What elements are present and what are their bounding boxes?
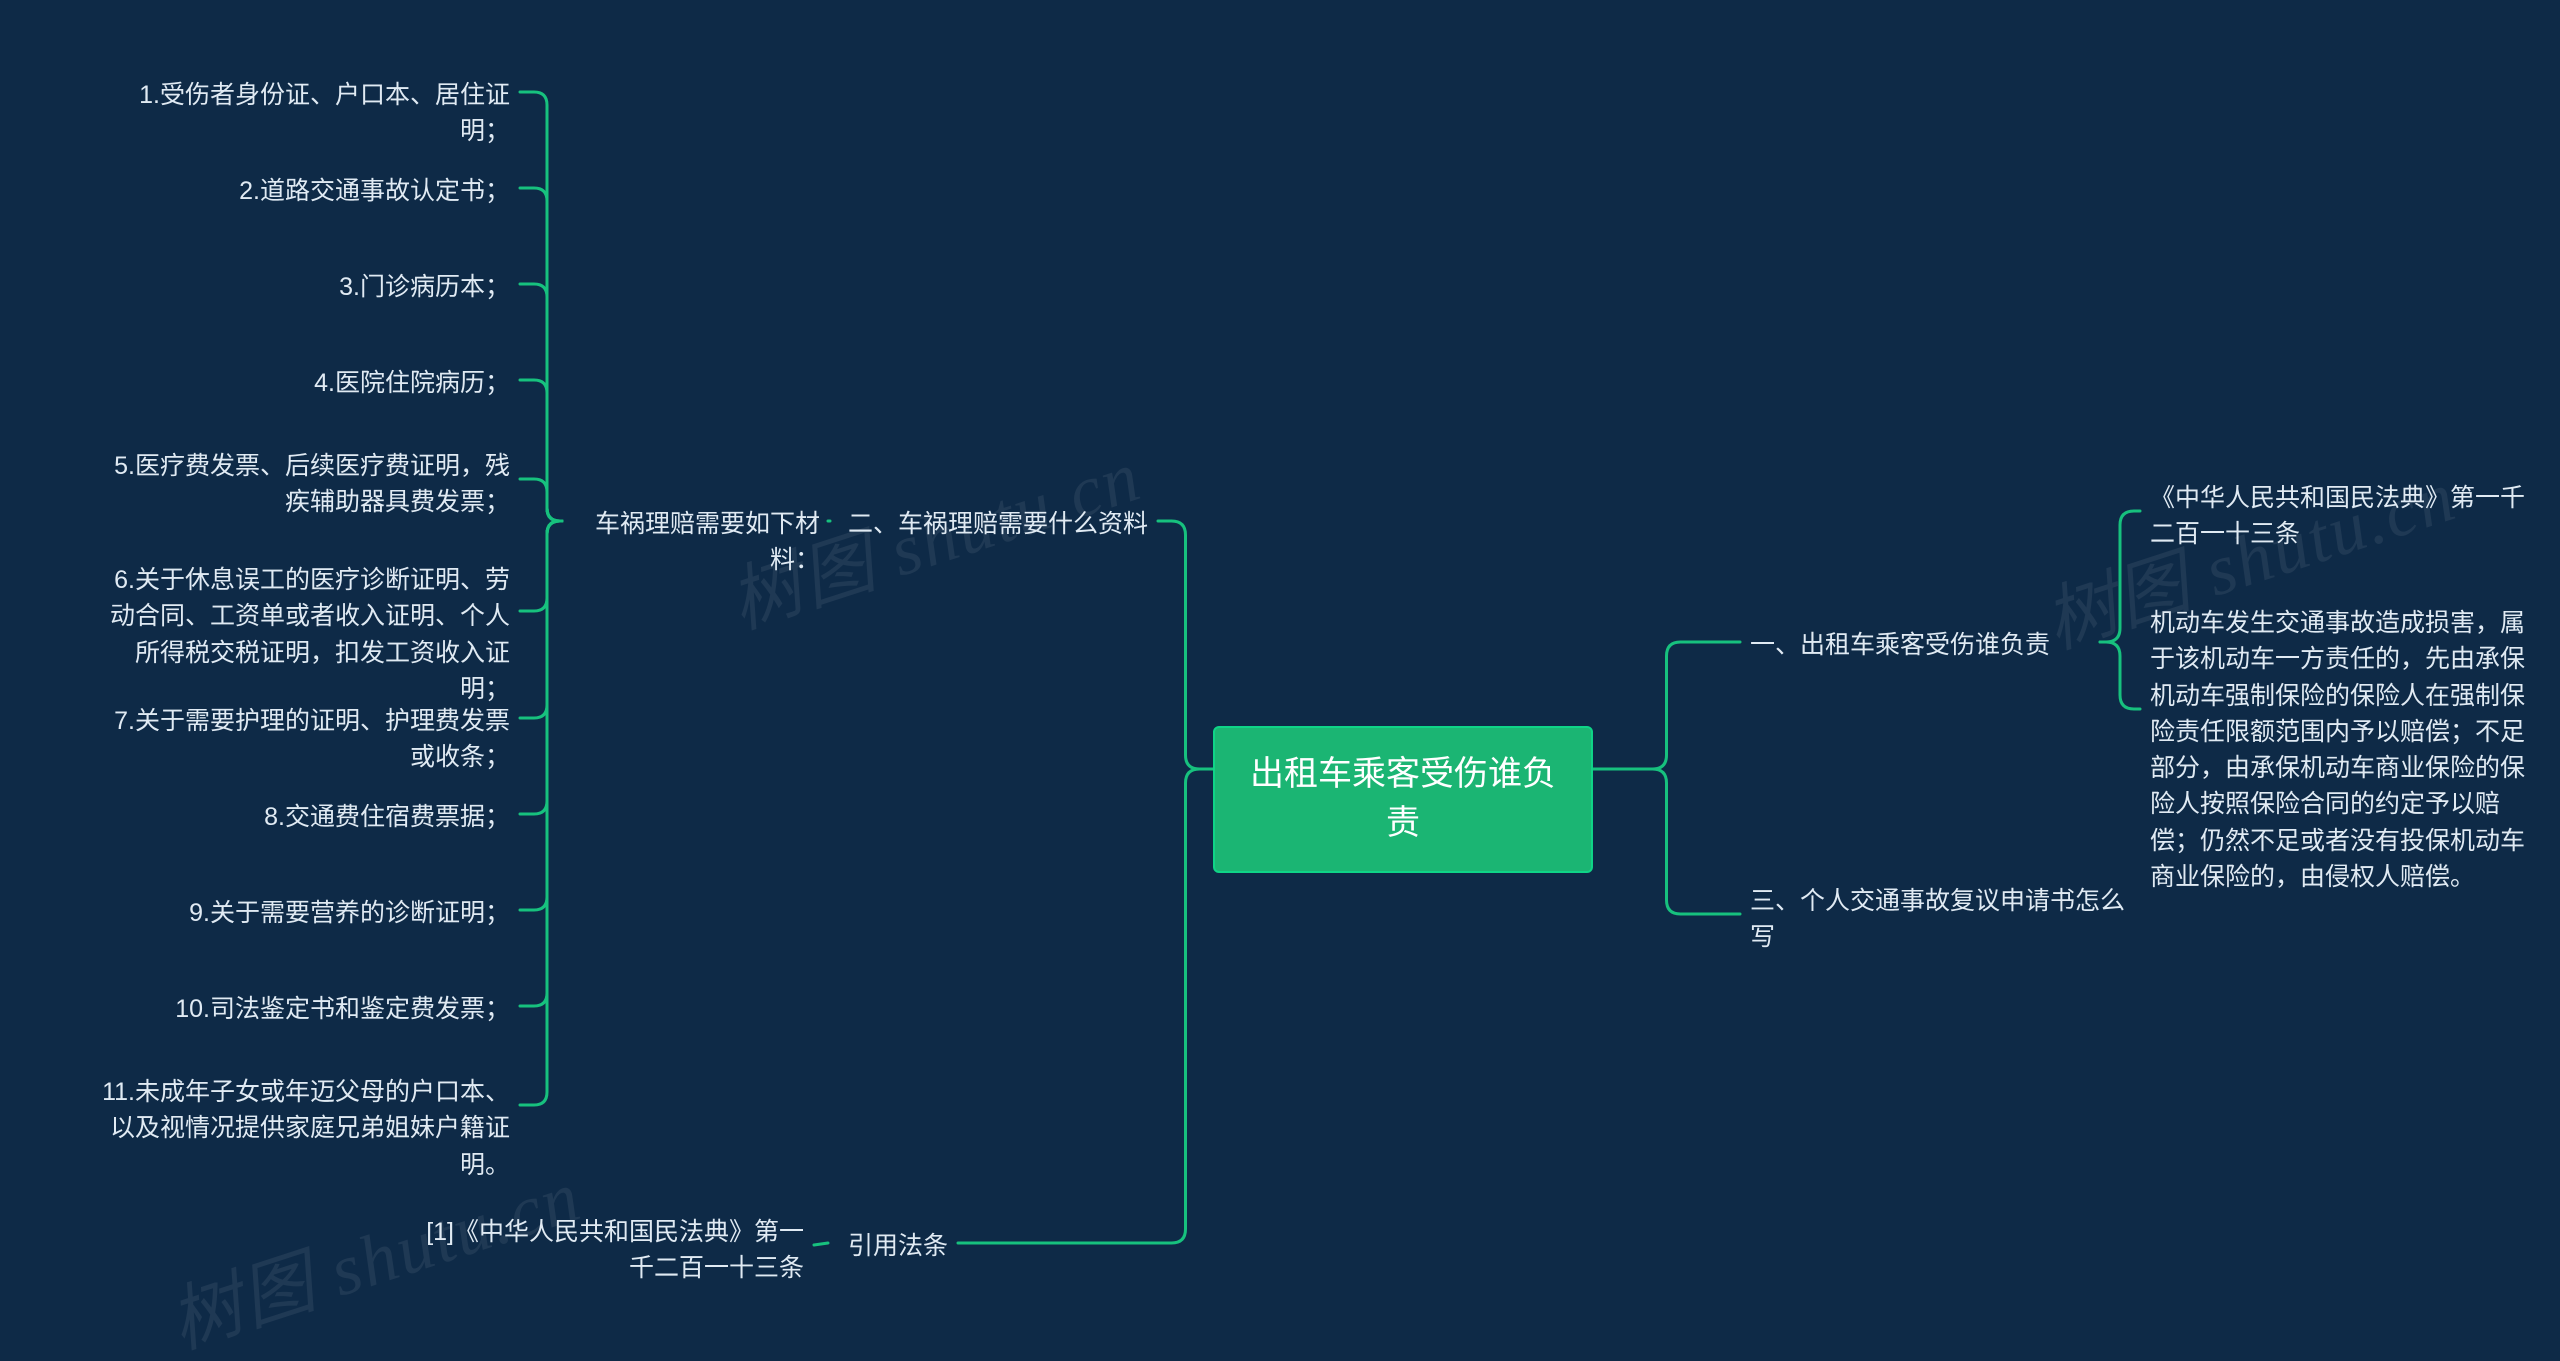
- branch-l1-sub: 车祸理赔需要如下材料：: [562, 500, 830, 585]
- leaf-l1c4: 4.医院住院病历；: [90, 359, 520, 407]
- leaf-l1c11: 11.未成年子女或年迈父母的户口本、以及视情况提供家庭兄弟姐妹户籍证明。: [90, 1068, 520, 1189]
- leaf-l1c3: 3.门诊病历本；: [90, 263, 520, 311]
- leaf-l1c5: 5.医疗费发票、后续医疗费证明，残疾辅助器具费发票；: [90, 442, 520, 527]
- leaf-l2c1: [1]《中华人民共和国民法典》第一千二百一十三条: [414, 1208, 814, 1293]
- leaf-l1c10: 10.司法鉴定书和鉴定费发票；: [90, 985, 520, 1033]
- leaf-l1c9: 9.关于需要营养的诊断证明；: [90, 889, 520, 937]
- leaf-l1c8: 8.交通费住宿费票据；: [90, 793, 520, 841]
- branch-l2: 引用法条: [828, 1222, 958, 1270]
- leaf-l1c1: 1.受伤者身份证、户口本、居住证明；: [90, 71, 520, 156]
- branch-l1: 二、车祸理赔需要什么资料: [828, 500, 1158, 548]
- leaf-r1c2: 机动车发生交通事故造成损害，属于该机动车一方责任的，先由承保机动车强制保险的保险…: [2140, 599, 2555, 901]
- leaf-r1c1: 《中华人民共和国民法典》第一千二百一十三条: [2140, 474, 2545, 559]
- leaf-l1c2: 2.道路交通事故认定书；: [90, 167, 520, 215]
- branch-r2: 三、个人交通事故复议申请书怎么写: [1740, 877, 2140, 962]
- branch-r1: 一、出租车乘客受伤谁负责: [1740, 621, 2100, 669]
- leaf-l1c7: 7.关于需要护理的证明、护理费发票或收条；: [90, 697, 520, 782]
- leaf-l1c6: 6.关于休息误工的医疗诊断证明、劳动合同、工资单或者收入证明、个人所得税交税证明…: [90, 556, 520, 713]
- root-node: 出租车乘客受伤谁负责: [1213, 726, 1593, 873]
